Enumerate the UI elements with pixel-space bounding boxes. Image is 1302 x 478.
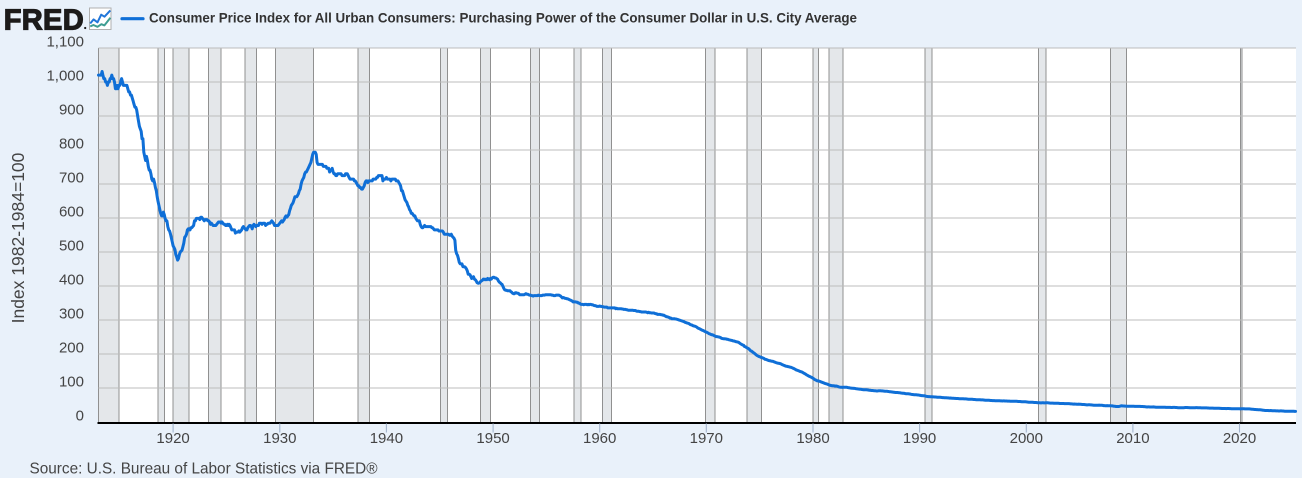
- svg-text:Source: U.S. Bureau of Labor S: Source: U.S. Bureau of Labor Statistics …: [30, 461, 378, 478]
- svg-text:1990: 1990: [903, 430, 936, 447]
- svg-text:300: 300: [59, 306, 84, 323]
- svg-text:FRED: FRED: [4, 5, 84, 37]
- svg-text:1980: 1980: [796, 430, 829, 447]
- svg-text:1920: 1920: [156, 430, 189, 447]
- svg-text:2010: 2010: [1116, 430, 1149, 447]
- svg-text:1930: 1930: [263, 430, 296, 447]
- svg-text:2000: 2000: [1010, 430, 1043, 447]
- svg-text:Index 1982-1984=100: Index 1982-1984=100: [8, 152, 28, 323]
- svg-text:400: 400: [59, 272, 84, 289]
- svg-text:1970: 1970: [690, 430, 723, 447]
- svg-text:700: 700: [59, 170, 84, 187]
- svg-text:1950: 1950: [476, 430, 509, 447]
- svg-text:Consumer Price Index for All U: Consumer Price Index for All Urban Consu…: [149, 10, 857, 26]
- svg-text:200: 200: [59, 340, 84, 357]
- svg-text:1,100: 1,100: [46, 34, 84, 51]
- svg-text:2020: 2020: [1223, 430, 1256, 447]
- svg-text:100: 100: [59, 374, 84, 391]
- svg-text:1,000: 1,000: [46, 68, 84, 85]
- svg-text:600: 600: [59, 204, 84, 221]
- svg-text:0: 0: [76, 408, 84, 425]
- svg-text:1960: 1960: [583, 430, 616, 447]
- svg-text:500: 500: [59, 238, 84, 255]
- svg-text:1940: 1940: [370, 430, 403, 447]
- svg-text:800: 800: [59, 136, 84, 153]
- svg-text:900: 900: [59, 102, 84, 119]
